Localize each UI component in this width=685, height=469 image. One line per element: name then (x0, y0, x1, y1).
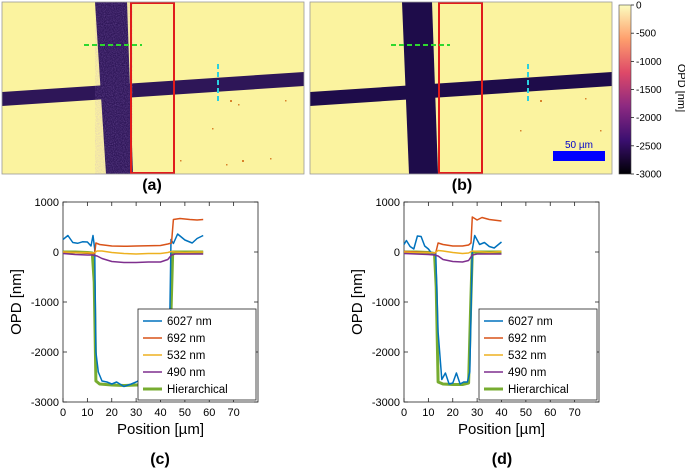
x-tick-label: 50 (520, 407, 532, 419)
x-tick-label: 10 (81, 407, 93, 419)
x-tick-label: 50 (179, 407, 191, 419)
legend-label: 6027 nm (167, 316, 212, 328)
image-a-defects (180, 100, 287, 166)
y-axis-label: OPD [nm] (349, 269, 366, 335)
image-b: 50 µm (309, 1, 613, 175)
panel-label-b: (b) (452, 177, 472, 194)
x-tick-label: 20 (447, 407, 459, 419)
panel-label-a: (a) (142, 177, 162, 194)
series-line-532-nm (403, 249, 502, 255)
legend-label: 692 nm (167, 333, 205, 345)
y-tick-label: 1000 (376, 197, 400, 209)
series-line-490-nm (62, 252, 204, 264)
y-tick-label: -1000 (372, 297, 400, 309)
x-tick-label: 30 (471, 407, 483, 419)
y-tick-label: -3000 (31, 397, 59, 409)
series-line-6027-nm (62, 233, 204, 388)
image-a (1, 1, 305, 175)
y-tick-label: -2000 (31, 347, 59, 359)
legend-label: 692 nm (508, 333, 546, 345)
y-tick-label: 0 (394, 247, 400, 259)
colorbar-gradient (618, 4, 632, 175)
legend-label: 490 nm (508, 367, 546, 379)
y-tick-label: 0 (53, 247, 59, 259)
colorbar-tick-label: -1000 (636, 57, 662, 68)
colorbar-tick-label: -1500 (636, 85, 662, 96)
chart-d: 0 10 20 30 40 50 60 70 1000 0 -1000 -2000 -3000 Posit… (349, 197, 600, 438)
x-tick-label: 10 (422, 407, 434, 419)
x-tick-label: 70 (569, 407, 581, 419)
colorbar-label: OPD [nm] (675, 64, 685, 112)
scalebar (553, 151, 605, 161)
legend-label: 6027 nm (508, 316, 553, 328)
colorbar-tick-label: -500 (636, 29, 656, 40)
image-a-trace-texture (95, 2, 133, 174)
colorbar-tick-label: 0 (636, 1, 642, 12)
chart-c: 0 10 20 30 40 50 60 70 1000 0 -1000 -2000 -3000 Posit… (8, 197, 259, 438)
colorbar: 0 -500 -1000 -1500 -2000 -2500 -3000 OPD [nm] (618, 1, 685, 181)
colorbar-ticks: 0 -500 -1000 -1500 -2000 -2500 -3000 (631, 1, 662, 181)
legend-label: 532 nm (508, 350, 546, 362)
legend-label: Hierarchical (167, 384, 228, 396)
image-a-horizontal-trace (2, 72, 304, 106)
y-axis-label: OPD [nm] (8, 269, 25, 335)
image-b-roi-box (438, 2, 483, 174)
panel-label-c: (c) (150, 451, 170, 468)
legend-label: 490 nm (167, 367, 205, 379)
x-tick-label: 20 (106, 407, 118, 419)
series-line-6027-nm (403, 234, 502, 385)
x-axis-label: Position [µm] (117, 421, 204, 438)
y-tick-label: 1000 (35, 197, 59, 209)
panel-label-d: (d) (492, 451, 512, 468)
x-tick-label: 0 (60, 407, 66, 419)
x-tick-label: 60 (203, 407, 215, 419)
image-a-roi-box (130, 2, 175, 174)
x-tick-label: 70 (228, 407, 240, 419)
x-tick-label: 40 (495, 407, 507, 419)
x-axis-label: Position [µm] (458, 421, 545, 438)
legend-label: 532 nm (167, 350, 205, 362)
series-line-532-nm (62, 250, 204, 255)
y-tick-label: -3000 (372, 397, 400, 409)
image-b-defects (520, 98, 602, 132)
x-tick-label: 0 (401, 407, 407, 419)
y-tick-label: -1000 (31, 297, 59, 309)
x-tick-label: 60 (544, 407, 556, 419)
legend-label: Hierarchical (508, 384, 569, 396)
colorbar-tick-label: -2000 (636, 113, 662, 124)
series-line-490-nm (403, 252, 502, 263)
scalebar-label: 50 µm (565, 140, 593, 151)
colorbar-tick-label: -2500 (636, 141, 662, 152)
image-b-horizontal-trace (310, 72, 612, 106)
image-a-frame (1, 1, 305, 175)
x-tick-label: 30 (130, 407, 142, 419)
y-tick-label: -2000 (372, 347, 400, 359)
x-tick-label: 40 (154, 407, 166, 419)
colorbar-tick-label: -3000 (636, 170, 662, 181)
image-b-frame (309, 1, 613, 175)
